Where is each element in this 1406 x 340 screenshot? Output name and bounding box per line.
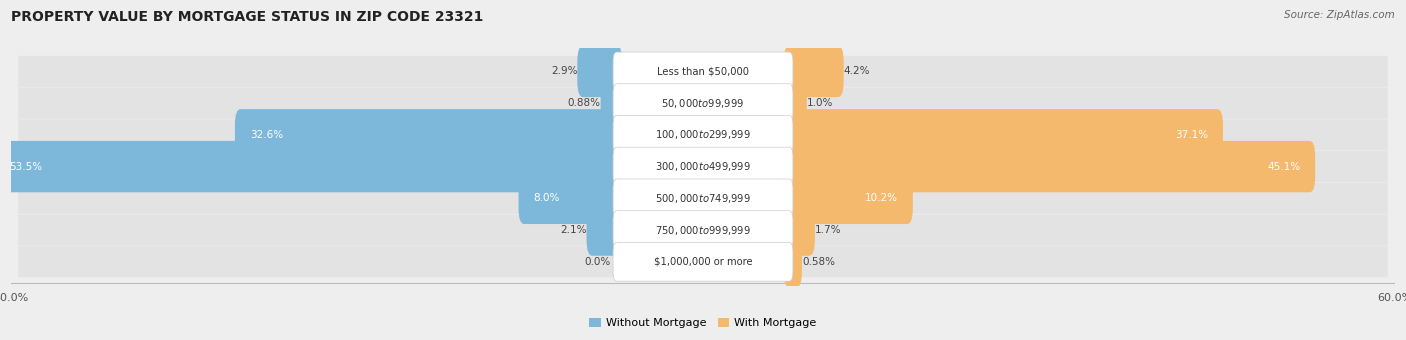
- Text: $50,000 to $99,999: $50,000 to $99,999: [661, 97, 745, 109]
- Text: $100,000 to $299,999: $100,000 to $299,999: [655, 129, 751, 141]
- FancyBboxPatch shape: [18, 246, 1388, 277]
- Text: 2.9%: 2.9%: [551, 66, 578, 76]
- Text: 37.1%: 37.1%: [1175, 130, 1208, 140]
- Text: 0.88%: 0.88%: [568, 98, 600, 108]
- Text: $500,000 to $749,999: $500,000 to $749,999: [655, 192, 751, 205]
- Text: 0.0%: 0.0%: [585, 257, 610, 267]
- Legend: Without Mortgage, With Mortgage: Without Mortgage, With Mortgage: [585, 313, 821, 333]
- Text: Source: ZipAtlas.com: Source: ZipAtlas.com: [1284, 10, 1395, 20]
- FancyBboxPatch shape: [235, 109, 623, 160]
- Text: 4.2%: 4.2%: [844, 66, 870, 76]
- Text: 0.58%: 0.58%: [801, 257, 835, 267]
- Text: $300,000 to $499,999: $300,000 to $499,999: [655, 160, 751, 173]
- Text: $750,000 to $999,999: $750,000 to $999,999: [655, 224, 751, 237]
- FancyBboxPatch shape: [600, 78, 623, 129]
- FancyBboxPatch shape: [613, 211, 793, 250]
- FancyBboxPatch shape: [783, 78, 807, 129]
- FancyBboxPatch shape: [613, 52, 793, 91]
- Text: PROPERTY VALUE BY MORTGAGE STATUS IN ZIP CODE 23321: PROPERTY VALUE BY MORTGAGE STATUS IN ZIP…: [11, 10, 484, 24]
- FancyBboxPatch shape: [586, 204, 623, 256]
- FancyBboxPatch shape: [18, 88, 1388, 119]
- FancyBboxPatch shape: [783, 109, 1223, 160]
- FancyBboxPatch shape: [783, 236, 801, 288]
- Text: 1.7%: 1.7%: [815, 225, 841, 235]
- FancyBboxPatch shape: [18, 183, 1388, 214]
- FancyBboxPatch shape: [613, 116, 793, 154]
- FancyBboxPatch shape: [613, 147, 793, 186]
- Text: $1,000,000 or more: $1,000,000 or more: [654, 257, 752, 267]
- FancyBboxPatch shape: [783, 141, 1315, 192]
- FancyBboxPatch shape: [613, 84, 793, 122]
- Text: 10.2%: 10.2%: [865, 193, 898, 203]
- FancyBboxPatch shape: [783, 46, 844, 97]
- Text: Less than $50,000: Less than $50,000: [657, 66, 749, 76]
- FancyBboxPatch shape: [18, 215, 1388, 245]
- FancyBboxPatch shape: [613, 179, 793, 218]
- Text: 53.5%: 53.5%: [8, 162, 42, 172]
- Text: 1.0%: 1.0%: [807, 98, 834, 108]
- Text: 45.1%: 45.1%: [1267, 162, 1301, 172]
- FancyBboxPatch shape: [18, 56, 1388, 87]
- Text: 32.6%: 32.6%: [250, 130, 283, 140]
- FancyBboxPatch shape: [18, 151, 1388, 182]
- FancyBboxPatch shape: [519, 173, 623, 224]
- FancyBboxPatch shape: [783, 173, 912, 224]
- FancyBboxPatch shape: [783, 204, 815, 256]
- FancyBboxPatch shape: [18, 119, 1388, 150]
- Text: 8.0%: 8.0%: [533, 193, 560, 203]
- FancyBboxPatch shape: [578, 46, 623, 97]
- FancyBboxPatch shape: [0, 141, 623, 192]
- FancyBboxPatch shape: [613, 242, 793, 281]
- Text: 2.1%: 2.1%: [560, 225, 586, 235]
